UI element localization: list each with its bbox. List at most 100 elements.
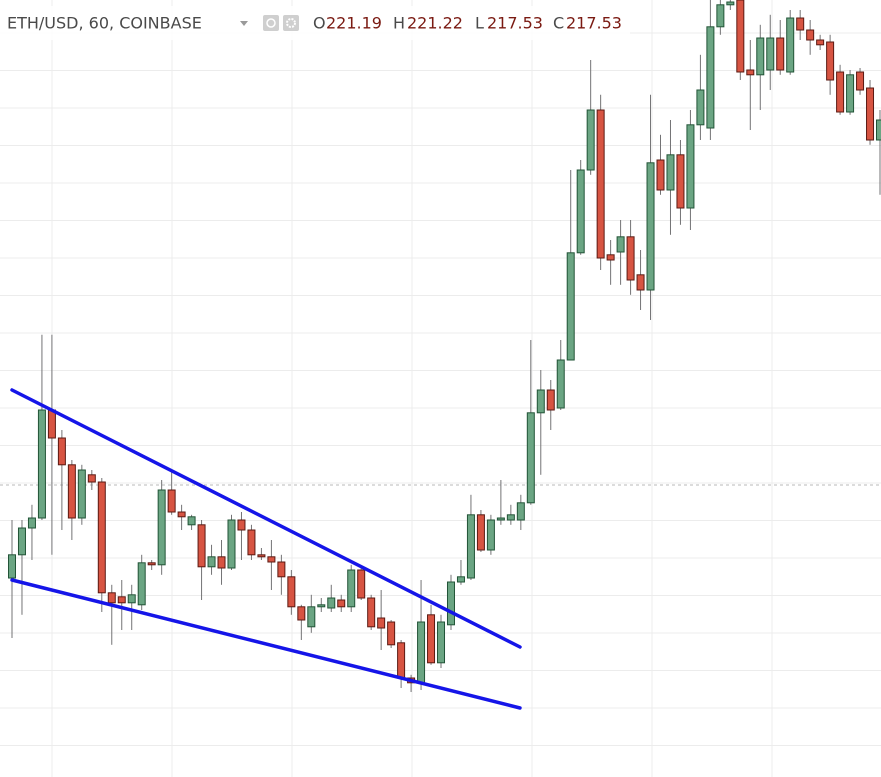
candle-body [167,489,176,513]
candle-body [746,69,755,76]
candle-body [77,469,86,519]
candle-body [387,621,396,646]
candle-body [476,514,485,551]
upper-trendline [10,388,522,649]
ohlc-label: L [475,14,484,33]
candle-body [397,642,406,679]
candle-body [616,236,625,253]
candle-body [217,556,226,569]
ohlc-label: O [313,14,326,33]
candle-body [47,409,56,439]
candle-body [237,519,246,531]
candle-body [297,606,306,621]
ohlc-value: 221.19 [326,14,382,33]
candle-body [486,519,495,551]
candles [8,0,881,692]
candle-body [496,517,505,521]
symbol-title[interactable]: ETH/USD, 60, COINBASE [7,14,202,33]
candle-body [287,576,296,608]
candle-body [277,561,286,578]
settings-icon-glyph [286,18,296,28]
ohlc-value: 217.53 [487,14,543,33]
dropdown-caret[interactable] [240,21,248,26]
candle-body [327,597,336,609]
ohlc-label: C [553,14,564,33]
candle-body [347,569,356,608]
candle-body [377,617,386,629]
candle-body [836,71,845,113]
candle-body [636,274,645,291]
candle-body [207,556,216,568]
candle-body [716,4,725,28]
candle-body [317,604,326,608]
ohlc-value: 221.22 [407,14,463,33]
candle-body [247,529,256,556]
candle-body [446,581,455,626]
candle-body [806,29,815,41]
candle-body [566,252,575,361]
header-background [0,6,630,40]
candle-body [856,71,865,91]
candle-body [846,74,855,113]
candle-body [756,37,765,76]
candle-body [606,254,615,261]
candle-body [596,109,605,259]
candle-body [826,41,835,81]
ohlc-label: H [393,14,405,33]
candle-body [67,464,76,519]
candle-body [267,556,276,563]
candle-body [536,389,545,414]
candle-body [197,524,206,568]
candle-body [427,614,436,664]
candle-body [187,516,196,526]
candle-body [307,606,316,628]
ohlc-value: 217.53 [566,14,622,33]
eye-icon-glyph [266,18,276,28]
candle-body [147,562,156,566]
candle-body [656,159,665,191]
candle-body [706,26,715,129]
candle-body [666,154,675,191]
candle-body [646,162,655,291]
candle-body [696,89,705,126]
candle-body [786,17,795,73]
candle-body [876,119,881,141]
candle-body [27,517,36,529]
candle-body [866,87,875,141]
candle-body [137,562,146,606]
candle-body [117,596,126,604]
candle-body [626,236,635,281]
eye-icon[interactable] [263,15,279,31]
candle-body [816,39,825,46]
candle-body [736,0,745,73]
candle-body [17,527,26,556]
candle-body [437,621,446,664]
candle-body [37,409,46,519]
candle-body [576,169,585,254]
candle-body [8,554,16,579]
candle-body [337,599,346,608]
candle-body [257,554,266,558]
candle-body [586,109,595,171]
candle-body [556,359,565,409]
candle-body [177,511,186,518]
candle-body [127,594,136,604]
candle-body [87,474,96,483]
settings-icon[interactable] [283,15,299,31]
lower-trendline [10,578,522,710]
candle-body [546,389,555,411]
candle-body [357,569,366,599]
candle-body [227,519,236,569]
candle-body [367,597,376,628]
candle-body [686,124,695,209]
candle-body [466,514,475,579]
candle-body [456,576,465,583]
candle-body [766,37,775,71]
candle-body [157,489,166,566]
candle-body [726,1,735,6]
candle-body [526,412,535,504]
candle-body [676,154,685,209]
candle-body [776,37,785,71]
